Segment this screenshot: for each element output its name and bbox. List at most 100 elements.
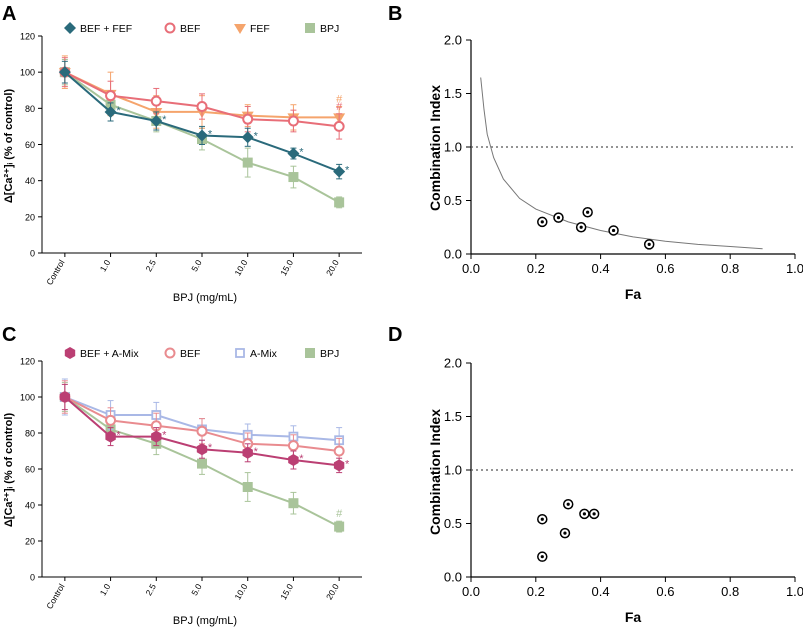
asterisk-annotation: * [162,430,167,442]
legend-label: BEF + FEF [80,23,132,35]
panel-d-x-axis-label: Fa [625,609,642,625]
x-tick-label: 1.0 [786,584,803,599]
legend-item: BPJ [305,348,339,360]
asterisk-annotation: * [345,458,350,470]
data-point [608,225,619,236]
data-point [575,222,587,233]
data-point [334,521,345,532]
legend-label: BEF [180,348,200,360]
panel-a-line-chart: 0 20 40 60 80 100 120 Control 1.0 2.5 5.0 10.0 15.0 2… [20,32,362,287]
data-point [150,114,163,127]
point-dot [586,210,590,214]
data-point [104,105,117,118]
legend-item: BEF [164,347,200,360]
panel-c-x-axis-label: BPJ (mg/mL) [173,615,237,627]
data-point [151,430,162,443]
legend-label: BPJ [320,348,339,360]
asterisk-annotation: * [116,430,121,442]
panel-label-d: D [388,324,402,346]
data-point [333,120,345,132]
y-tick-label: 2.0 [444,33,462,48]
data-point [333,445,345,457]
data-point [150,95,162,107]
x-tick-label: 5.0 [189,258,204,273]
point-dot [540,220,544,224]
y-tick-label: 0 [30,573,35,583]
data-point [242,446,253,459]
data-point [537,551,548,562]
point-dot [556,216,561,220]
hash-annotation: # [336,101,343,113]
y-tick-label: 0.5 [444,193,462,208]
y-tick-label: 20 [25,537,35,547]
y-tick-label: 0 [30,249,35,259]
asterisk-annotation: * [116,105,121,117]
data-point [582,207,593,218]
data-point [105,430,116,443]
data-point [242,482,253,492]
data-point [287,115,299,127]
point-dot [566,502,570,506]
data-point [59,391,71,403]
x-tick-label: Control [44,582,66,611]
data-point [196,101,208,113]
point-dot [647,242,651,246]
asterisk-annotation: * [254,130,259,142]
data-point [105,414,117,426]
data-point [288,498,299,509]
data-point [196,129,208,142]
y-tick-label: 100 [20,393,35,403]
y-tick-label: 60 [25,140,35,150]
y-tick-label: 40 [25,176,35,186]
y-tick-label: 1.0 [444,463,462,478]
data-point [333,165,346,178]
x-tick-label: 5.0 [189,582,204,597]
x-tick-label: 10.0 [233,582,250,602]
legend-marker [64,347,76,359]
panel-c-legend: BEF + A-Mix BEF A-Mix BPJ [64,347,339,360]
x-tick-label: 2.5 [143,582,158,597]
x-tick-label: Control [44,258,66,287]
legend-label: A-Mix [250,348,278,360]
data-point [242,113,254,125]
x-tick-label: 20.0 [324,258,341,278]
hash-annotation: # [336,94,343,106]
x-tick-label: 2.5 [143,258,158,273]
panel-b-x-axis-label: Fa [625,286,642,302]
legend-label: FEF [250,23,270,35]
data-point [105,90,117,102]
fit-curve [480,77,763,250]
legend-item: A-Mix [235,348,278,360]
data-point [537,216,548,228]
data-point [196,443,208,456]
x-tick-label: 0.4 [592,261,610,276]
data-point [288,454,299,466]
asterisk-annotation: * [162,114,167,126]
legend-marker [235,348,245,358]
x-tick-label: 10.0 [233,258,250,278]
legend-marker [164,347,176,359]
data-point [242,157,253,168]
series-bef-a-mix: * * * * * * [59,383,350,474]
panel-label-a: A [2,3,16,25]
y-tick-label: 100 [20,68,35,78]
x-tick-label: 15.0 [278,582,295,602]
legend-item: BEF + A-Mix [64,347,139,360]
x-tick-label: 0.0 [462,261,480,276]
point-dot [592,512,596,516]
panel-c-y-axis-label: Δ[Ca²⁺]ᵢ (% of control) [3,413,15,528]
point-dot [582,512,587,516]
x-tick-label: 0.4 [592,584,610,599]
panel-d-y-axis-label: Combination Index [427,409,443,535]
legend-marker [305,348,315,358]
panel-a-y-axis-label: Δ[Ca²⁺]ᵢ (% of control) [3,89,15,204]
x-tick-label: 0.6 [656,261,674,276]
legend-marker [234,24,246,34]
x-tick-label: 0.6 [656,584,674,599]
asterisk-annotation: * [299,453,304,465]
y-tick-label: 1.5 [444,409,462,424]
data-point [241,131,254,144]
x-tick-label: 0.8 [721,261,739,276]
point-dot [611,228,616,233]
